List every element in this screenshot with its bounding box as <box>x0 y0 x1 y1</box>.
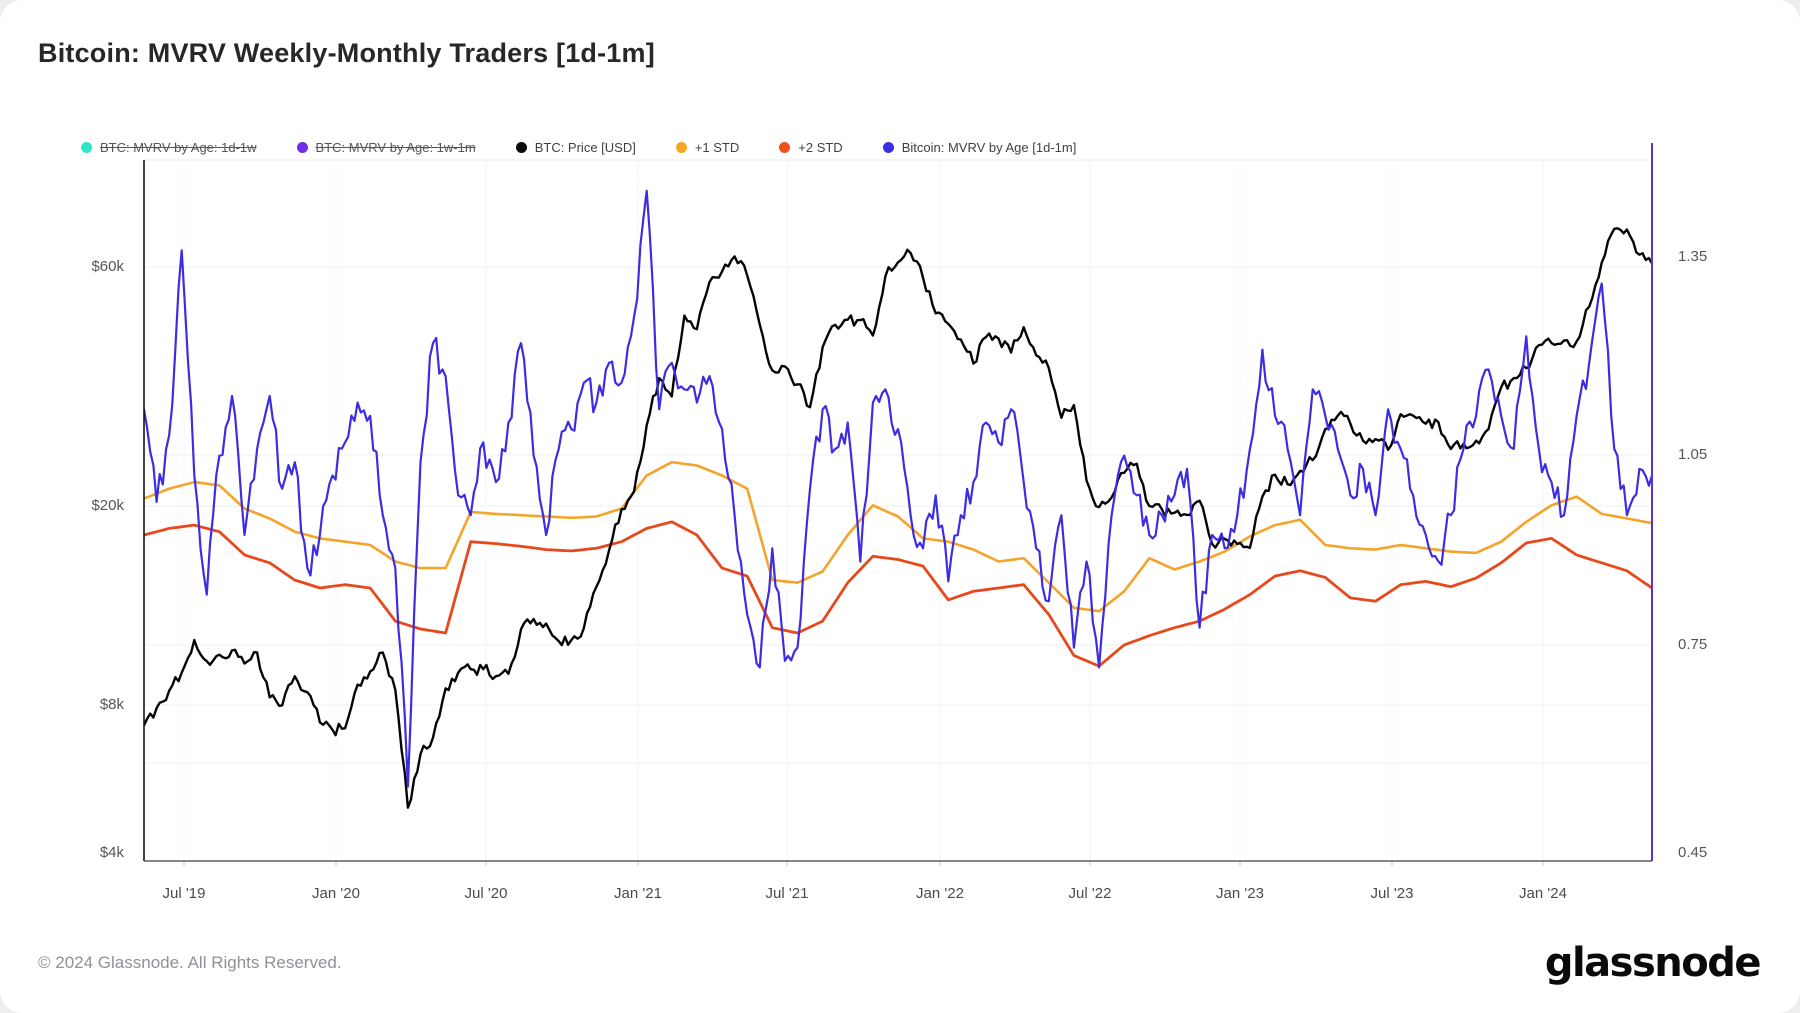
x-axis-tick: Jan '23 <box>1216 885 1264 902</box>
y-axis-right-tick: 1.35 <box>1678 248 1708 265</box>
page-title: Bitcoin: MVRV Weekly-Monthly Traders [1d… <box>38 38 655 68</box>
series-line-0 <box>144 460 1652 613</box>
series-line-3 <box>144 189 1652 788</box>
legend: BTC: MVRV by Age: 1d-1w BTC: MVRV by Age:… <box>81 140 1076 155</box>
series-line-1 <box>144 520 1652 668</box>
y-axis-right-tick: 1.05 <box>1678 446 1708 463</box>
legend-item-1[interactable]: BTC: MVRV by Age: 1w-1m <box>296 140 476 155</box>
x-axis-tick: Jul '21 <box>765 885 809 902</box>
legend-item-label: BTC: MVRV by Age: 1w-1m <box>315 140 476 155</box>
legend-item-3[interactable]: +1 STD <box>675 140 740 155</box>
x-axis-tick: Jul '19 <box>162 885 206 902</box>
x-axis-tick: Jan '20 <box>312 885 360 902</box>
legend-dot-icon <box>296 142 308 153</box>
legend-dot-icon <box>675 142 687 153</box>
y-axis-left-tick: $4k <box>99 844 124 861</box>
x-axis-tick: Jul '20 <box>464 885 508 902</box>
y-axis-right-tick: 0.75 <box>1678 636 1708 653</box>
x-axis-tick: Jul '22 <box>1068 885 1112 902</box>
legend-item-label: BTC: Price [USD] <box>534 140 636 155</box>
x-axis-tick: Jan '24 <box>1519 885 1567 902</box>
glassnode-logo: glassnode <box>1544 940 1762 986</box>
x-axis-tick: Jul '23 <box>1370 885 1414 902</box>
y-axis-left-tick: $60k <box>91 258 124 275</box>
x-axis-tick: Jan '22 <box>916 885 964 902</box>
legend-dot-icon <box>81 142 92 153</box>
y-axis-left-tick: $8k <box>99 696 124 713</box>
legend-dot-icon <box>882 142 894 153</box>
legend-item-label: Bitcoin: MVRV by Age [1d-1m] <box>901 140 1077 155</box>
series-line-2 <box>144 227 1652 809</box>
legend-item-label: +1 STD <box>694 140 740 155</box>
copyright-text: © 2024 Glassnode. All Rights Reserved. <box>38 953 342 972</box>
legend-item-label: +2 STD <box>798 140 843 155</box>
legend-item-4[interactable]: +2 STD <box>779 140 843 155</box>
legend-dot-icon <box>779 142 791 153</box>
legend-item-2[interactable]: BTC: Price [USD] <box>515 140 636 155</box>
x-axis-tick: Jan '21 <box>614 885 662 902</box>
legend-item-label: BTC: MVRV by Age: 1d-1w <box>100 140 257 155</box>
legend-item-0[interactable]: BTC: MVRV by Age: 1d-1w <box>81 140 257 155</box>
y-axis-left-tick: $20k <box>91 497 124 514</box>
legend-item-5[interactable]: Bitcoin: MVRV by Age [1d-1m] <box>882 140 1077 155</box>
y-axis-right-tick: 0.45 <box>1678 844 1708 861</box>
legend-dot-icon <box>515 142 527 153</box>
